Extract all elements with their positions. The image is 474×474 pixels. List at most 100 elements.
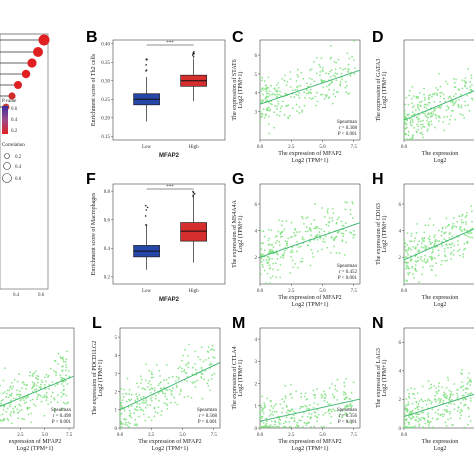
scatter-point [136, 402, 139, 405]
scatter-point [171, 387, 174, 390]
scatter-point [348, 92, 351, 95]
scatter-point [454, 101, 457, 104]
scatter-point [428, 113, 431, 115]
scatter-point [303, 222, 305, 225]
scatter-point [428, 235, 431, 238]
xtick-label: 5.0 [179, 433, 186, 438]
y-axis-label: Enrichment score of Macrophages [90, 192, 97, 275]
scatter-point [414, 407, 417, 410]
x-axis-label: The expression of MFAP2 [278, 294, 341, 301]
scatter-point [417, 259, 419, 262]
scatter-point [298, 92, 300, 94]
scatter-point [418, 413, 420, 415]
scatter-point [447, 379, 450, 381]
scatter-point [445, 109, 448, 112]
scatter-point [297, 68, 299, 71]
scatter-point [316, 91, 318, 94]
scatter-point [160, 387, 163, 390]
scatter-point [273, 88, 276, 91]
scatter-point [415, 116, 418, 119]
scatter-point [461, 230, 463, 233]
scatter-point [144, 406, 147, 409]
scatter-point [452, 424, 454, 426]
scatter-point [279, 107, 282, 109]
y-axis-label-units: Log2 (TPM+1) [237, 360, 244, 397]
scatter-point [294, 263, 296, 265]
scatter-point [456, 410, 459, 412]
scatter-point [119, 397, 121, 400]
scatter-point [120, 412, 123, 415]
scatter-point [426, 258, 429, 261]
scatter-point [471, 227, 474, 230]
scatter-point [470, 392, 473, 394]
scatter-point [453, 95, 455, 97]
scatter-point [295, 390, 297, 393]
scatter-point [260, 115, 263, 117]
scatter-point [456, 397, 459, 400]
scatter-point [431, 252, 433, 254]
scatter-point [445, 217, 448, 220]
scatter-point [407, 130, 410, 133]
scatter-point [407, 401, 410, 404]
scatter-point [291, 246, 294, 249]
scatter-point [467, 393, 469, 396]
scatter-point [443, 391, 446, 394]
panel-letter-h: H [372, 171, 384, 188]
scatter-point [65, 364, 67, 366]
scatter-point [209, 389, 212, 392]
scatter-point [435, 391, 438, 393]
regression-line [259, 398, 361, 422]
scatter-point [436, 94, 439, 97]
scatter-point [316, 403, 319, 406]
xtick-label: 7.5 [351, 145, 358, 150]
scatter-point [65, 366, 68, 369]
scatter-point [417, 118, 419, 121]
scatter-point [171, 394, 174, 396]
scatter-point [454, 118, 456, 121]
scatter-point [298, 112, 301, 114]
scatter-point [271, 275, 274, 277]
plot-frame [119, 327, 221, 429]
scatter-point [287, 237, 290, 240]
scatter-point [429, 93, 432, 96]
scatter-point [427, 101, 430, 104]
scatter-point [301, 109, 304, 112]
scatter-point [275, 276, 278, 278]
scatter-point [301, 257, 304, 260]
scatter-point [261, 87, 264, 90]
scatter-point [407, 103, 410, 106]
scatter-point [403, 109, 406, 112]
lollipop-dot-0 [38, 34, 50, 46]
scatter-point [18, 403, 20, 406]
scatter-point [406, 113, 409, 116]
scatter-point [275, 84, 278, 86]
scatter-point [421, 259, 424, 262]
scatter-point [297, 266, 299, 269]
scatter-point [408, 396, 411, 399]
scatter-point [135, 393, 138, 396]
scatter-point [458, 228, 461, 231]
scatter-point [184, 348, 186, 351]
scatter-point [463, 80, 466, 82]
scatter-point [430, 257, 432, 259]
scatter-point [263, 116, 266, 119]
scatter-point [213, 356, 216, 359]
scatter-point [438, 120, 440, 123]
scatter-point [430, 402, 432, 405]
scatter-point [459, 402, 462, 404]
scatter-point [316, 239, 319, 241]
scatter-point [57, 363, 59, 365]
scatter-point [411, 402, 414, 405]
lollipop-xtick-1: 0.6 [38, 293, 45, 298]
scatter-point [279, 276, 282, 279]
scatter-point [271, 249, 273, 251]
scatter-point [446, 410, 449, 413]
scatter-point [262, 426, 264, 428]
scatter-point [462, 394, 465, 397]
ytick-label: 4 [399, 370, 402, 375]
scatter-point [457, 105, 460, 107]
scatter-point [419, 101, 421, 104]
x-axis-label: MFAP2 [159, 153, 180, 159]
scatter-point [296, 110, 298, 112]
